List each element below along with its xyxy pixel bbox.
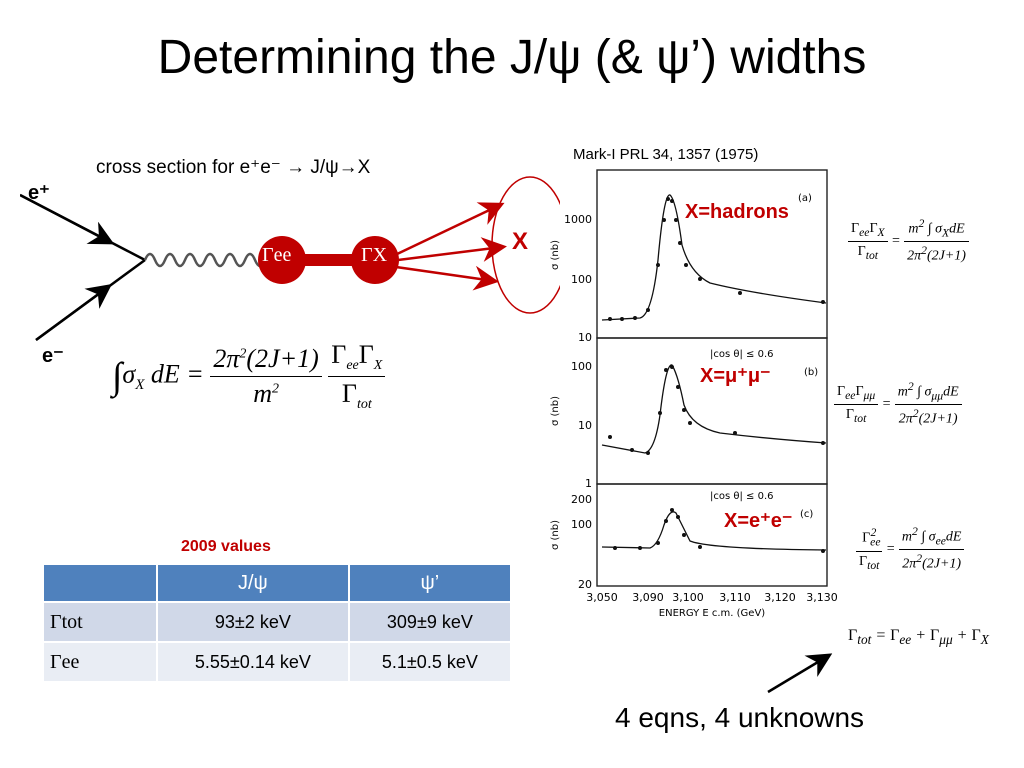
gamma-x-label: ΓX [361, 244, 388, 266]
feynman-diagram [20, 176, 560, 342]
panel-c-ytick-200: 200 [571, 493, 592, 506]
table-row: Γtot 93±2 keV 309±9 keV [42, 601, 513, 643]
xtick-3120: 3,120 [764, 591, 796, 604]
photon-propagator [143, 252, 267, 268]
panel-c-label: X=e⁺e⁻ [724, 510, 793, 532]
cell-psiprime-gamma-tot: 309±9 keV [347, 601, 513, 643]
e-plus-label: e⁺ [28, 182, 50, 204]
table-caption: 2009 values [181, 538, 271, 555]
panel-a-ylabel: σ (nb) [550, 240, 561, 270]
panel-a-label: X=hadrons [685, 201, 789, 223]
panel-c-frame [596, 483, 828, 587]
table-header-empty [42, 563, 158, 603]
panel-a-curve [601, 194, 827, 321]
main-equation: ∫σX dE = 2π2(2J+1) m2 ΓeeΓX Γtot [112, 340, 386, 413]
panel-a-ytick-1000: 1000 [564, 213, 592, 226]
e-minus-label: e⁻ [42, 345, 64, 367]
panel-c-ylabel: σ (nb) [550, 520, 561, 550]
panel-c-tag: (c) [800, 509, 813, 520]
mark-i-cross-section-plot: 1000 100 10 100 10 1 200 100 20 σ (nb) σ… [550, 169, 838, 619]
gamma-ee-label: Γee [262, 244, 292, 266]
xtick-3050: 3,050 [586, 591, 618, 604]
xtick-3110: 3,110 [719, 591, 751, 604]
panel-a-ytick-100: 100 [571, 273, 592, 286]
cell-psiprime-gamma-ee: 5.1±0.5 keV [347, 641, 513, 683]
x-ellipse [491, 176, 560, 314]
table-header-jpsi: J/ψ [156, 563, 350, 603]
panel-b-ytick-1: 1 [585, 477, 592, 490]
row-label-gamma-tot: Γtot [42, 601, 158, 643]
table-row: Γee 5.55±0.14 keV 5.1±0.5 keV [42, 641, 513, 683]
cell-jpsi-gamma-tot: 93±2 keV [156, 601, 350, 643]
panel-c-ytick-100: 100 [571, 518, 592, 531]
panel-b-tag: (b) [804, 367, 818, 378]
arrow-icon [767, 653, 833, 694]
table-header-row: J/ψ ψ’ [42, 563, 513, 603]
conclusion-text: 4 eqns, 4 unknowns [615, 702, 865, 733]
equation-hadrons: ΓeeΓX Γtot = m2 ∫ σXdE 2π2(2J+1) [848, 217, 969, 265]
panel-c-ytick-20: 20 [578, 578, 592, 591]
x-final-state-label: X [512, 228, 529, 255]
equation-ee: Γee2 Γtot = m2 ∫ σeedE 2π2(2J+1) [856, 525, 965, 573]
panel-a-frame [596, 169, 828, 339]
panel-a-ytick-10: 10 [578, 331, 592, 344]
panel-b-cut: |cos θ| ≤ 0.6 [710, 349, 774, 360]
gamma-x-vertex [351, 236, 399, 284]
widths-table: J/ψ ψ’ Γtot 93±2 keV 309±9 keV Γee 5.55±… [42, 563, 513, 683]
row-label-gamma-ee: Γee [42, 641, 158, 683]
panel-b-ylabel: σ (nb) [550, 396, 561, 426]
plot-xlabel: ENERGY E c.m. (GeV) [659, 608, 766, 619]
table-header-psiprime: ψ’ [347, 563, 513, 603]
panel-c-cut: |cos θ| ≤ 0.6 [710, 491, 774, 502]
panel-b-label: X=μ⁺μ⁻ [700, 365, 771, 387]
panel-b-curve [601, 364, 827, 454]
panel-c-points [613, 508, 825, 553]
xtick-3090: 3,090 [632, 591, 664, 604]
equation-total-width: Γtot = Γee + Γμμ + ΓX [848, 627, 989, 648]
xtick-3130: 3,130 [806, 591, 838, 604]
plot-reference: Mark-I PRL 34, 1357 (1975) [573, 146, 759, 163]
panel-c-curve [601, 511, 827, 551]
equation-mumu: ΓeeΓμμ Γtot = m2 ∫ σμμdE 2π2(2J+1) [834, 380, 962, 428]
panel-b-ytick-100: 100 [571, 360, 592, 373]
gamma-ee-vertex [258, 236, 306, 284]
xtick-3100: 3,100 [672, 591, 704, 604]
panel-a-tag: (a) [798, 193, 812, 204]
cell-jpsi-gamma-ee: 5.55±0.14 keV [156, 641, 350, 683]
panel-b-ytick-10: 10 [578, 419, 592, 432]
cross-section-caption: cross section for e⁺e⁻ → J/ψ→X [96, 157, 371, 178]
panel-a-points [608, 197, 825, 321]
panel-b-points [608, 365, 825, 455]
page-title: Determining the J/ψ (& ψ’) widths [157, 31, 867, 84]
